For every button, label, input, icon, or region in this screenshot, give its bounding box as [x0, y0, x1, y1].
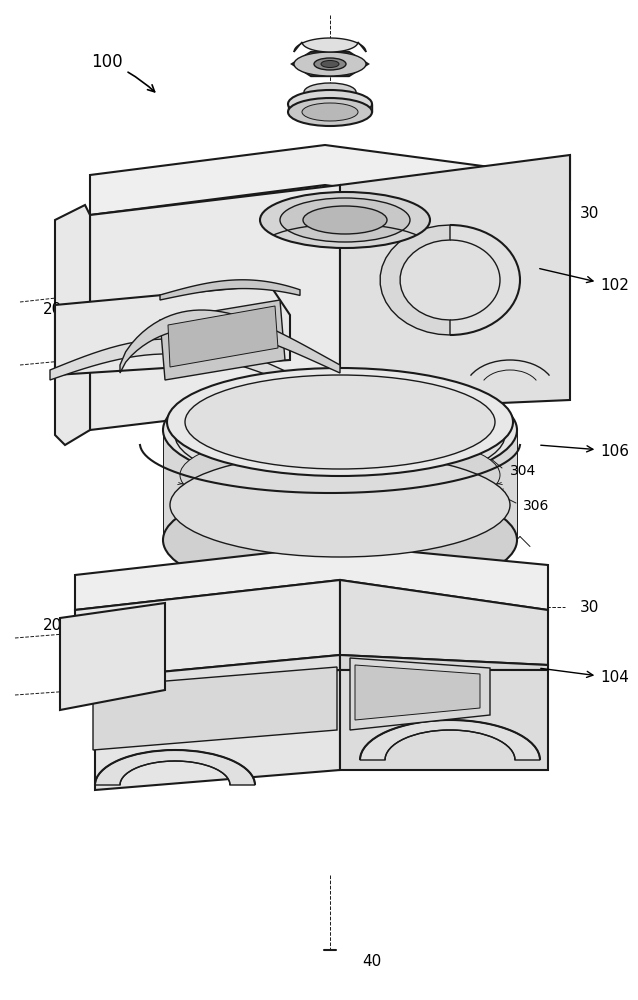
Polygon shape [120, 310, 340, 373]
Ellipse shape [288, 90, 372, 118]
Polygon shape [355, 665, 480, 720]
Ellipse shape [294, 52, 366, 76]
Polygon shape [95, 670, 340, 790]
Text: 100: 100 [91, 53, 154, 92]
Polygon shape [93, 667, 337, 750]
Text: 20: 20 [42, 302, 62, 318]
Polygon shape [288, 104, 372, 112]
Ellipse shape [314, 58, 346, 70]
Polygon shape [95, 750, 255, 785]
Polygon shape [340, 670, 548, 770]
Ellipse shape [170, 453, 510, 557]
Ellipse shape [302, 103, 358, 121]
Polygon shape [340, 155, 570, 410]
Polygon shape [292, 52, 368, 76]
Text: 30: 30 [580, 599, 599, 614]
Polygon shape [90, 185, 340, 430]
Polygon shape [360, 720, 540, 760]
Ellipse shape [163, 483, 517, 597]
Ellipse shape [185, 375, 495, 469]
Ellipse shape [260, 192, 430, 248]
Polygon shape [168, 306, 278, 367]
Text: 102: 102 [540, 269, 629, 294]
Polygon shape [160, 300, 285, 380]
Polygon shape [60, 603, 165, 710]
Ellipse shape [321, 60, 339, 68]
Polygon shape [350, 658, 490, 730]
Ellipse shape [304, 83, 356, 101]
Polygon shape [55, 205, 90, 445]
Polygon shape [55, 285, 290, 375]
Polygon shape [294, 38, 366, 52]
Ellipse shape [288, 98, 372, 126]
Polygon shape [75, 545, 548, 610]
Text: 30: 30 [580, 206, 599, 221]
Text: 40: 40 [362, 954, 382, 970]
Polygon shape [90, 145, 550, 215]
Ellipse shape [180, 431, 500, 519]
Text: 308: 308 [352, 543, 378, 557]
Ellipse shape [304, 91, 356, 109]
Ellipse shape [167, 368, 513, 476]
Text: 302: 302 [347, 509, 373, 523]
Text: 304: 304 [510, 464, 537, 478]
Polygon shape [340, 580, 548, 665]
Text: 104: 104 [541, 668, 629, 686]
Ellipse shape [175, 383, 505, 487]
Polygon shape [304, 92, 356, 100]
Polygon shape [160, 280, 300, 300]
Text: 106: 106 [541, 444, 629, 458]
Polygon shape [340, 655, 548, 670]
Ellipse shape [280, 198, 410, 242]
Polygon shape [550, 155, 570, 215]
Text: 306: 306 [523, 499, 549, 513]
Polygon shape [50, 339, 300, 388]
Ellipse shape [163, 373, 517, 487]
Polygon shape [75, 580, 340, 680]
Polygon shape [163, 430, 517, 540]
Ellipse shape [180, 461, 500, 549]
Polygon shape [380, 225, 450, 335]
Polygon shape [75, 655, 340, 690]
Ellipse shape [303, 206, 387, 234]
Text: 302: 302 [382, 671, 408, 685]
Text: 20: 20 [42, 617, 62, 633]
